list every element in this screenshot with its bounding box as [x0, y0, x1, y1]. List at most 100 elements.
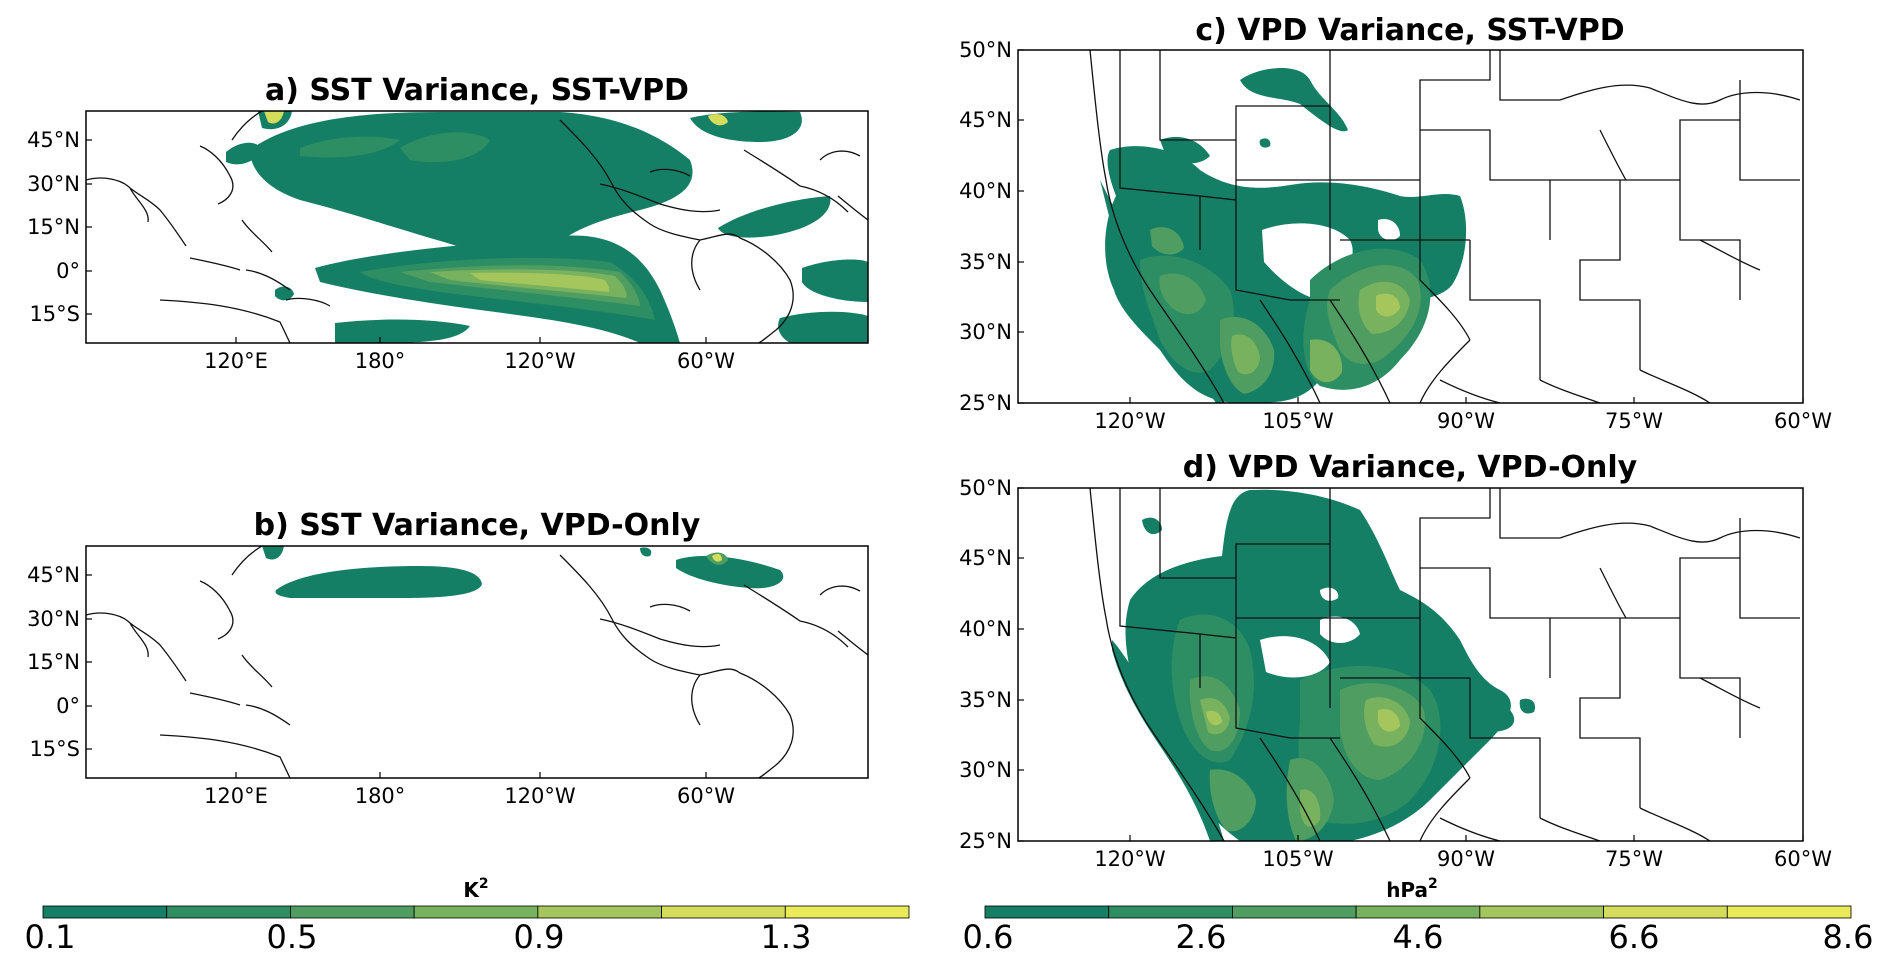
contour-hole-nm [1378, 218, 1400, 241]
colorbar-tick-label: 6.6 [1609, 918, 1660, 956]
contour-sonora-l3 [1231, 334, 1260, 375]
colorbar-swatch [1726, 905, 1852, 919]
lat-tick-label: 30°N [959, 320, 1012, 344]
panel-b: b) SST Variance, VPD-Only 45°N 30°N 15°N 0°… [27, 508, 869, 808]
panel-c-frame [1017, 49, 1804, 404]
contour-gulf-b [640, 547, 652, 557]
lat-tick-label: 40°N [959, 617, 1012, 641]
panel-d-boundaries [1089, 488, 1801, 841]
contour-ms-dot [1519, 698, 1536, 714]
lon-tick-label: 60°W [677, 784, 735, 808]
contour-n-atlantic [690, 111, 802, 142]
colorbar-swatch [1232, 905, 1357, 919]
lat-tick-label: 45°N [27, 128, 80, 152]
panel-c-axes: 50°N 45°N 40°N 35°N 30°N 25°N 120°W 105°W 90°W 75… [959, 38, 1832, 433]
contour-chihuahua-l3 [1310, 339, 1343, 383]
contour-az-l2 [1159, 273, 1206, 315]
contour-wy-dot [1259, 138, 1271, 148]
panel-b-title: b) SST Variance, VPD-Only [254, 508, 701, 543]
lat-tick-label: 25°N [959, 391, 1012, 415]
contour-chihuahua-l3-d [1300, 789, 1321, 827]
lon-tick-label: 75°W [1605, 847, 1663, 871]
lon-tick-label: 120°W [1094, 409, 1166, 433]
lat-tick-label: 15°N [27, 215, 80, 239]
lat-tick-label: 15°N [27, 650, 80, 674]
contour-montana [1240, 67, 1348, 132]
panel-c-boundaries [1089, 50, 1801, 403]
panel-b-coastlines [86, 546, 868, 778]
lon-tick-label: 180° [355, 349, 406, 373]
colorbar-left-swatches [42, 905, 910, 919]
panel-a: a) SST Variance, SST-VPD [27, 73, 869, 373]
panel-d: d) VPD Variance, VPD-Only [959, 450, 1832, 871]
lat-tick-label: 35°N [959, 250, 1012, 274]
contour-tx-l4 [1376, 293, 1400, 317]
lon-tick-label: 60°W [1774, 847, 1832, 871]
lon-tick-label: 180° [355, 784, 406, 808]
contour-kuroshio [226, 142, 262, 165]
contour-coral [275, 286, 294, 301]
lat-tick-label: 30°N [27, 607, 80, 631]
contour-n-atlantic-b [676, 555, 784, 589]
panel-d-axes: 50°N 45°N 40°N 35°N 30°N 25°N 120°W 105°W 90°W 75… [959, 476, 1832, 871]
colorbar-swatch [290, 905, 415, 919]
lon-tick-label: 90°W [1437, 847, 1495, 871]
lat-tick-label: 45°N [959, 108, 1012, 132]
colorbar-swatch [1108, 905, 1233, 919]
contour-az-l4-d [1206, 710, 1222, 726]
contour-n-atlantic-max [708, 114, 728, 126]
panel-c-title: c) VPD Variance, SST-VPD [1195, 13, 1624, 48]
contour-hawaii [540, 178, 557, 190]
contour-tx-l4-d [1378, 708, 1400, 732]
contour-arkansas [1440, 679, 1515, 732]
lon-tick-label: 120°W [504, 349, 576, 373]
panel-d-field [1089, 488, 1801, 841]
colorbar-tick-label: 0.1 [25, 918, 76, 956]
lat-tick-label: 30°N [959, 758, 1012, 782]
contour-n-pacific-b [275, 566, 482, 598]
panel-d-frame [1017, 487, 1804, 842]
lon-tick-label: 120°W [1094, 847, 1166, 871]
contour-south-pacific [335, 319, 470, 343]
colorbar-left-ticks: 0.1 0.5 0.9 1.3 [25, 918, 812, 956]
lon-tick-label: 105°W [1262, 409, 1334, 433]
colorbar-swatch [984, 905, 1110, 919]
panel-a-axes: 45°N 30°N 15°N 0° 15°S 120°E 180° 120°W 60°W [27, 128, 735, 373]
colorbar-swatch [784, 905, 910, 919]
contour-wa-blob [1142, 517, 1162, 535]
panel-a-coastlines [86, 111, 868, 343]
colorbar-swatch [1479, 905, 1604, 919]
colorbar-swatch [42, 905, 168, 919]
colorbar-right: hPa2 0.6 2.6 4.6 6.6 8.6 [963, 876, 1874, 956]
contour-okhotsk-max [264, 111, 284, 124]
colorbar-right-ticks: 0.6 2.6 4.6 6.6 8.6 [963, 918, 1874, 956]
contour-sonora-l2-d [1209, 769, 1256, 832]
contour-atlantic-mid [718, 196, 831, 238]
contour-ca-coast-d [1112, 640, 1224, 841]
lon-tick-label: 90°W [1437, 409, 1495, 433]
contour-idaho [1160, 136, 1210, 164]
lat-tick-label: 50°N [959, 38, 1012, 62]
lon-tick-label: 60°W [677, 349, 735, 373]
panel-a-field [86, 111, 868, 343]
colorbar-swatch [413, 905, 539, 919]
lat-tick-label: 35°N [959, 688, 1012, 712]
colorbar-tick-label: 0.5 [267, 918, 318, 956]
lat-tick-label: 50°N [959, 476, 1012, 500]
lat-tick-label: 0° [56, 259, 80, 283]
contour-co-l2 [1150, 227, 1184, 255]
contour-n-pacific-l1 [300, 136, 400, 158]
lat-tick-label: 15°S [29, 302, 80, 326]
contour-okhotsk-b [262, 546, 284, 560]
panel-a-title: a) SST Variance, SST-VPD [265, 73, 689, 108]
colorbar-swatch [166, 905, 291, 919]
contour-n-atlantic-b-max [712, 553, 722, 562]
lon-tick-label: 75°W [1605, 409, 1663, 433]
lat-tick-label: 45°N [27, 563, 80, 587]
colorbar-tick-label: 1.3 [761, 918, 812, 956]
contour-n-pacific-l1b [400, 132, 490, 163]
lon-tick-label: 120°E [204, 784, 268, 808]
colorbar-tick-label: 2.6 [1176, 918, 1227, 956]
colorbar-tick-label: 0.6 [963, 918, 1014, 956]
